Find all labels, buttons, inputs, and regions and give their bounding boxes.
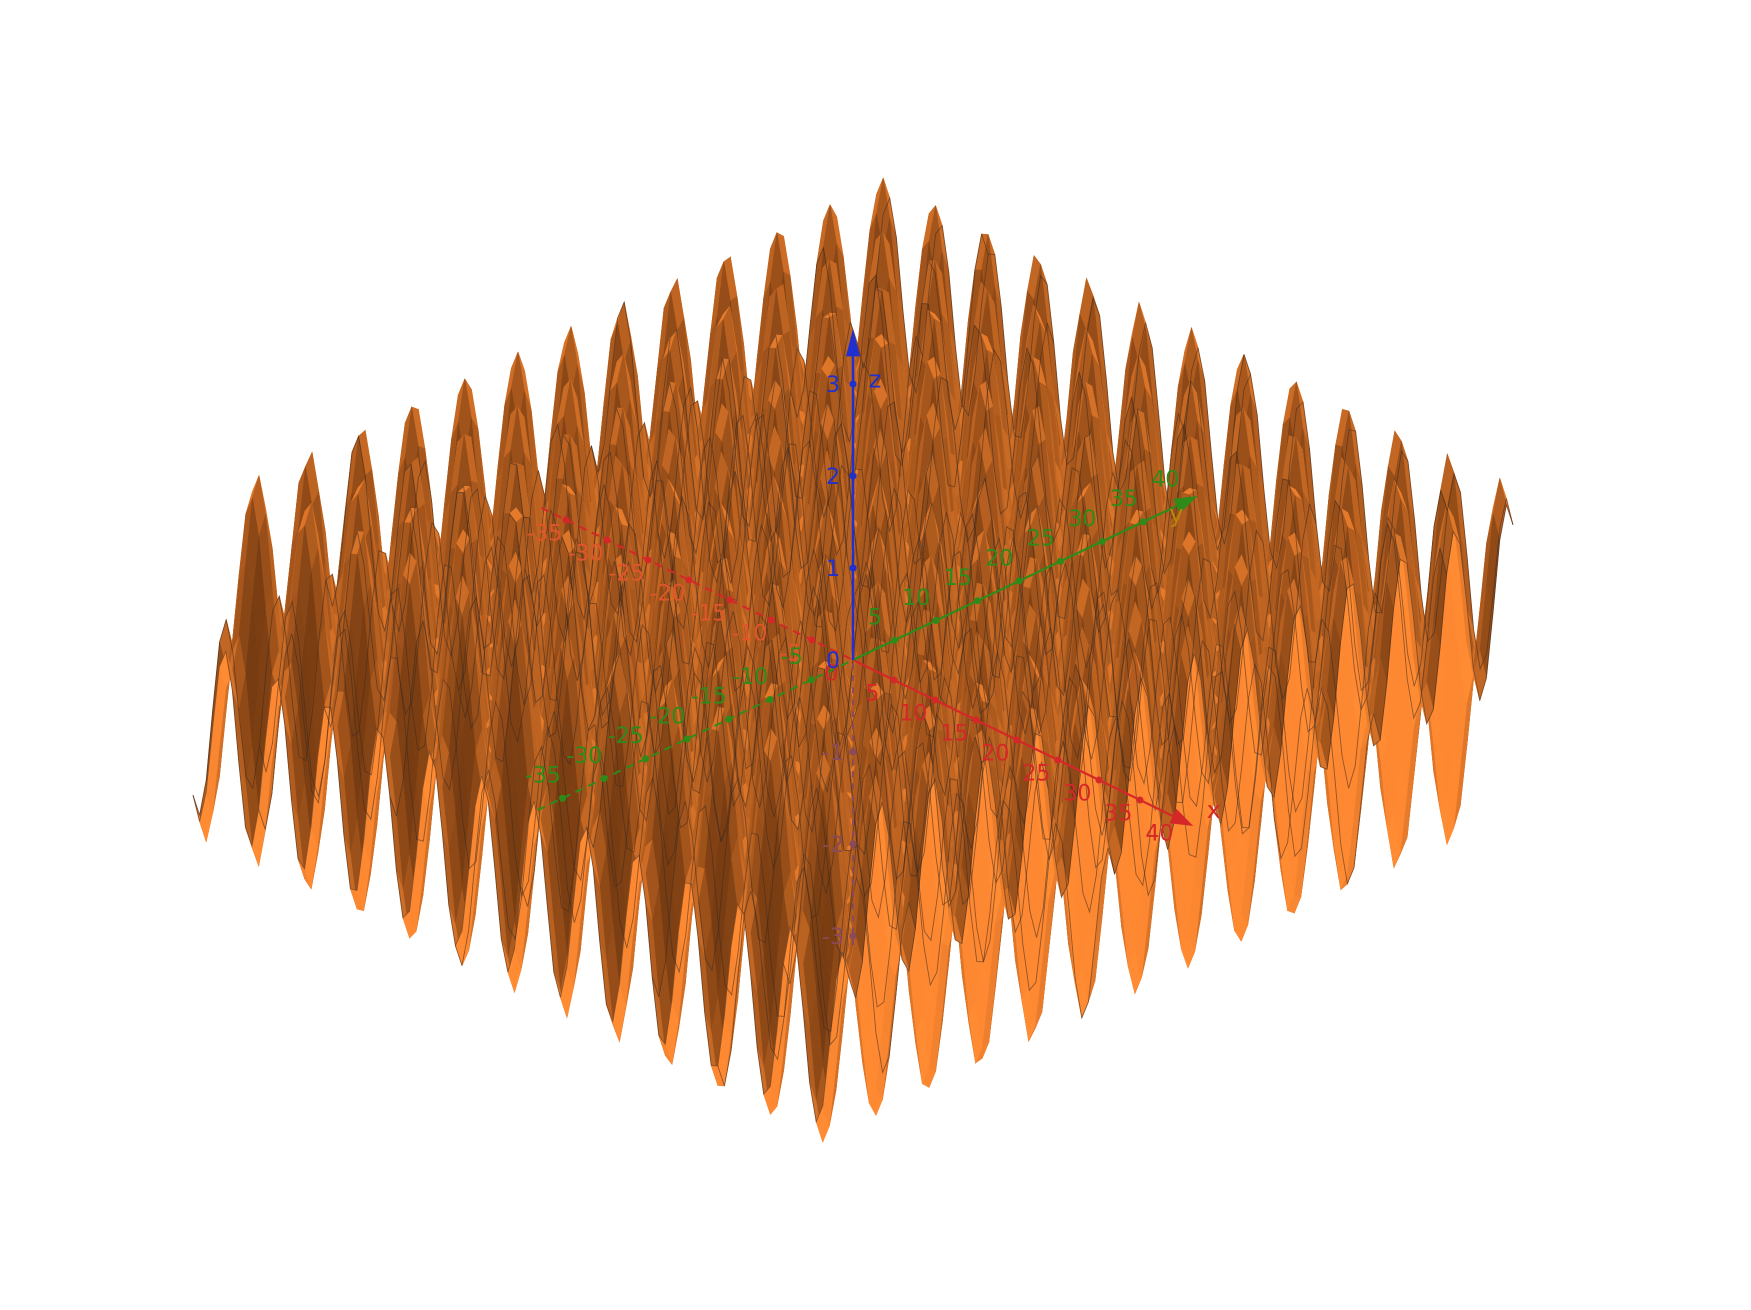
surface-layer [192, 177, 1514, 1143]
